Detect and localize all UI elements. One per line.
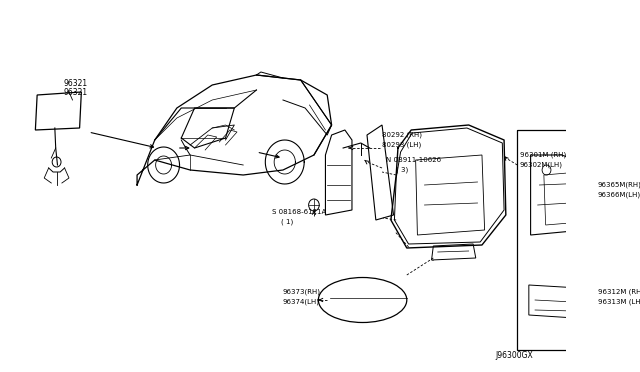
- Text: 96374(LH): 96374(LH): [283, 298, 320, 305]
- Text: 96302M(LH): 96302M(LH): [520, 161, 563, 168]
- Text: 96321: 96321: [63, 88, 88, 97]
- Text: ( 3): ( 3): [396, 167, 408, 173]
- Text: J96300GX: J96300GX: [495, 351, 533, 360]
- Text: 96366M(LH): 96366M(LH): [598, 192, 640, 198]
- Text: S 08168-6121A: S 08168-6121A: [273, 209, 326, 215]
- Text: N 0B911-10626: N 0B911-10626: [385, 157, 441, 163]
- Text: 80292 (RH): 80292 (RH): [382, 131, 422, 138]
- Text: 96373(RH): 96373(RH): [283, 289, 321, 295]
- Text: 96301M (RH): 96301M (RH): [520, 151, 566, 158]
- Text: 80293 (LH): 80293 (LH): [382, 141, 421, 148]
- Text: 96312M (RH): 96312M (RH): [598, 289, 640, 295]
- Text: 96313M (LH): 96313M (LH): [598, 298, 640, 305]
- Text: ( 1): ( 1): [281, 218, 294, 225]
- Text: 96321: 96321: [63, 79, 88, 88]
- Text: 96365M(RH): 96365M(RH): [598, 182, 640, 188]
